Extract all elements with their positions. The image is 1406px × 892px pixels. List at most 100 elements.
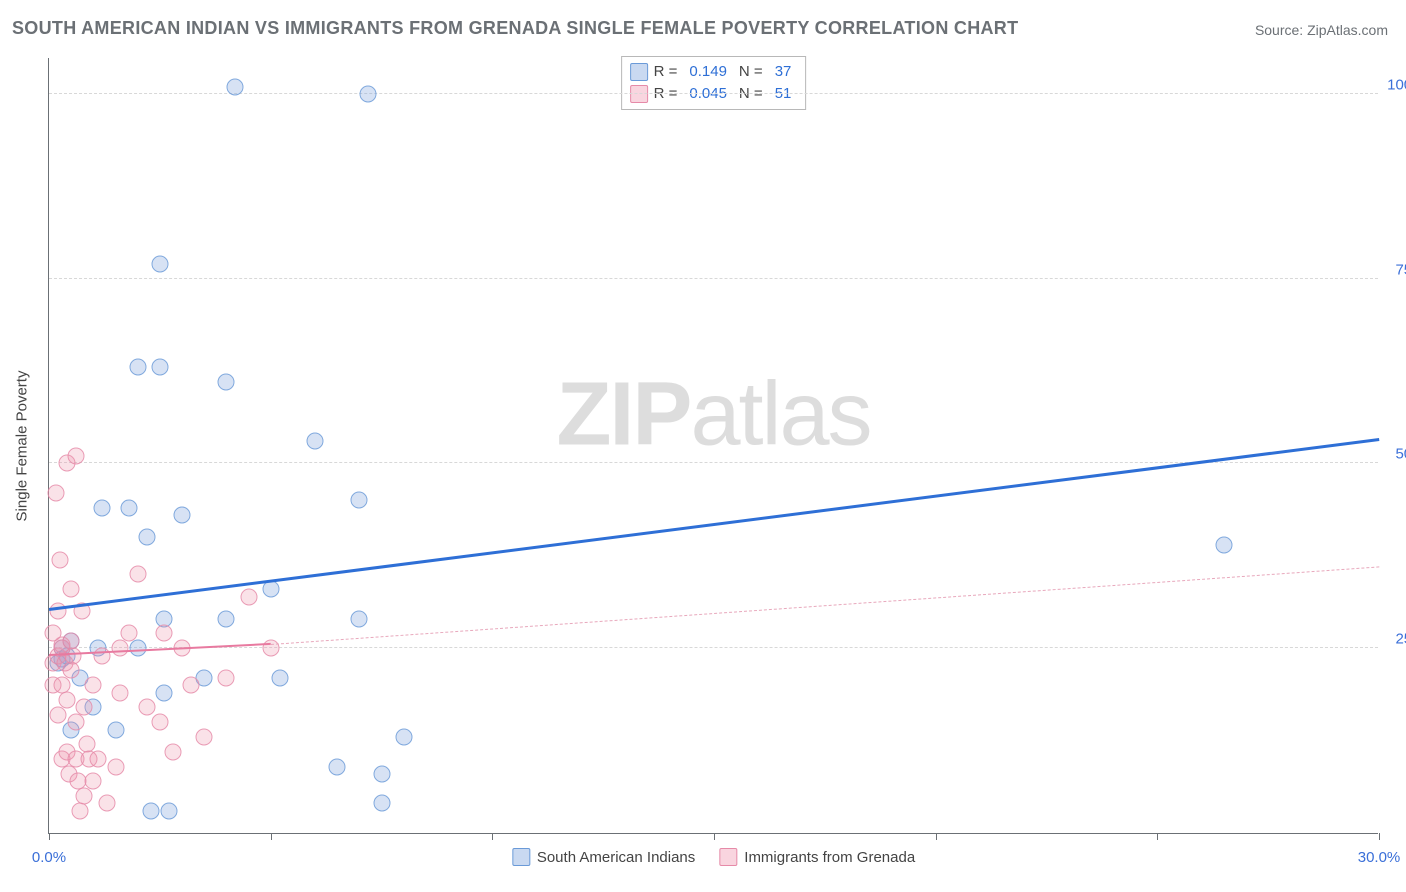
x-tick — [49, 833, 50, 840]
series-legend: South American Indians Immigrants from G… — [512, 848, 915, 866]
x-tick — [492, 833, 493, 840]
trend-line — [49, 438, 1379, 611]
scatter-point-blue — [160, 802, 177, 819]
x-tick — [1157, 833, 1158, 840]
scatter-point-pink — [85, 773, 102, 790]
gridline-h — [49, 93, 1378, 94]
source-value: ZipAtlas.com — [1307, 22, 1388, 38]
scatter-point-blue — [94, 499, 111, 516]
y-tick-label: 50.0% — [1383, 446, 1406, 463]
legend-row-pink: R = 0.045 N = 51 — [630, 83, 798, 105]
legend-swatch-pink — [719, 848, 737, 866]
legend-item-blue: South American Indians — [512, 848, 695, 866]
scatter-point-pink — [182, 677, 199, 694]
scatter-point-blue — [129, 359, 146, 376]
legend-label-pink: Immigrants from Grenada — [744, 849, 915, 866]
gridline-h — [49, 647, 1378, 648]
scatter-point-pink — [67, 714, 84, 731]
scatter-point-pink — [67, 448, 84, 465]
scatter-point-pink — [47, 485, 64, 502]
chart-container: SOUTH AMERICAN INDIAN VS IMMIGRANTS FROM… — [0, 0, 1406, 892]
scatter-point-pink — [76, 699, 93, 716]
legend-item-pink: Immigrants from Grenada — [719, 848, 915, 866]
watermark-atlas: atlas — [690, 364, 870, 464]
scatter-point-blue — [351, 610, 368, 627]
scatter-point-pink — [65, 647, 82, 664]
trend-line — [271, 566, 1379, 645]
x-tick-label: 0.0% — [32, 849, 66, 866]
scatter-point-pink — [98, 795, 115, 812]
scatter-point-pink — [58, 691, 75, 708]
scatter-point-pink — [52, 551, 69, 568]
watermark-zip: ZIP — [556, 364, 690, 464]
x-tick-label: 30.0% — [1358, 849, 1401, 866]
scatter-point-pink — [151, 714, 168, 731]
legend-row-blue: R = 0.149 N = 37 — [630, 61, 798, 83]
scatter-point-pink — [138, 699, 155, 716]
scatter-point-pink — [89, 751, 106, 768]
y-axis-title: Single Female Poverty — [14, 371, 31, 522]
scatter-point-pink — [111, 684, 128, 701]
scatter-point-pink — [94, 647, 111, 664]
scatter-point-blue — [351, 492, 368, 509]
x-tick — [936, 833, 937, 840]
scatter-point-pink — [218, 669, 235, 686]
legend-r-label: R = — [654, 61, 678, 83]
scatter-point-pink — [63, 581, 80, 598]
trend-line — [49, 643, 271, 656]
legend-n-pink: 51 — [775, 83, 792, 105]
scatter-point-pink — [63, 662, 80, 679]
scatter-point-blue — [138, 529, 155, 546]
scatter-point-blue — [329, 758, 346, 775]
plot-area: ZIPatlas R = 0.149 N = 37 R = 0.045 N = … — [48, 58, 1378, 834]
gridline-h — [49, 278, 1378, 279]
scatter-point-blue — [218, 610, 235, 627]
scatter-point-blue — [271, 669, 288, 686]
legend-n-label: N = — [739, 61, 763, 83]
scatter-point-blue — [218, 374, 235, 391]
scatter-point-blue — [307, 433, 324, 450]
scatter-point-pink — [111, 640, 128, 657]
scatter-point-blue — [373, 795, 390, 812]
scatter-point-pink — [49, 706, 66, 723]
scatter-point-blue — [107, 721, 124, 738]
scatter-point-pink — [165, 743, 182, 760]
scatter-point-pink — [196, 728, 213, 745]
scatter-point-pink — [120, 625, 137, 642]
x-tick — [271, 833, 272, 840]
legend-r-pink: 0.045 — [689, 83, 727, 105]
y-tick-label: 25.0% — [1383, 631, 1406, 648]
scatter-point-blue — [151, 359, 168, 376]
scatter-point-pink — [156, 625, 173, 642]
x-tick — [714, 833, 715, 840]
correlation-legend: R = 0.149 N = 37 R = 0.045 N = 51 — [621, 56, 807, 110]
source-attribution: Source: ZipAtlas.com — [1255, 22, 1388, 38]
scatter-point-blue — [156, 684, 173, 701]
scatter-point-pink — [107, 758, 124, 775]
chart-title: SOUTH AMERICAN INDIAN VS IMMIGRANTS FROM… — [12, 18, 1018, 39]
scatter-point-blue — [151, 255, 168, 272]
legend-r-label: R = — [654, 83, 678, 105]
scatter-point-blue — [360, 85, 377, 102]
source-label: Source: — [1255, 22, 1303, 38]
scatter-point-pink — [76, 788, 93, 805]
scatter-point-pink — [129, 566, 146, 583]
legend-n-blue: 37 — [775, 61, 792, 83]
scatter-point-blue — [174, 507, 191, 524]
legend-swatch-blue — [630, 63, 648, 81]
legend-swatch-pink — [630, 85, 648, 103]
scatter-point-pink — [85, 677, 102, 694]
legend-n-label: N = — [739, 83, 763, 105]
legend-swatch-blue — [512, 848, 530, 866]
x-tick — [1379, 833, 1380, 840]
scatter-point-blue — [120, 499, 137, 516]
scatter-point-blue — [1215, 536, 1232, 553]
scatter-point-pink — [240, 588, 257, 605]
y-tick-label: 100.0% — [1383, 76, 1406, 93]
scatter-point-blue — [227, 78, 244, 95]
scatter-point-blue — [142, 802, 159, 819]
scatter-point-pink — [72, 802, 89, 819]
watermark: ZIPatlas — [556, 363, 870, 466]
legend-r-blue: 0.149 — [689, 61, 727, 83]
legend-label-blue: South American Indians — [537, 849, 695, 866]
